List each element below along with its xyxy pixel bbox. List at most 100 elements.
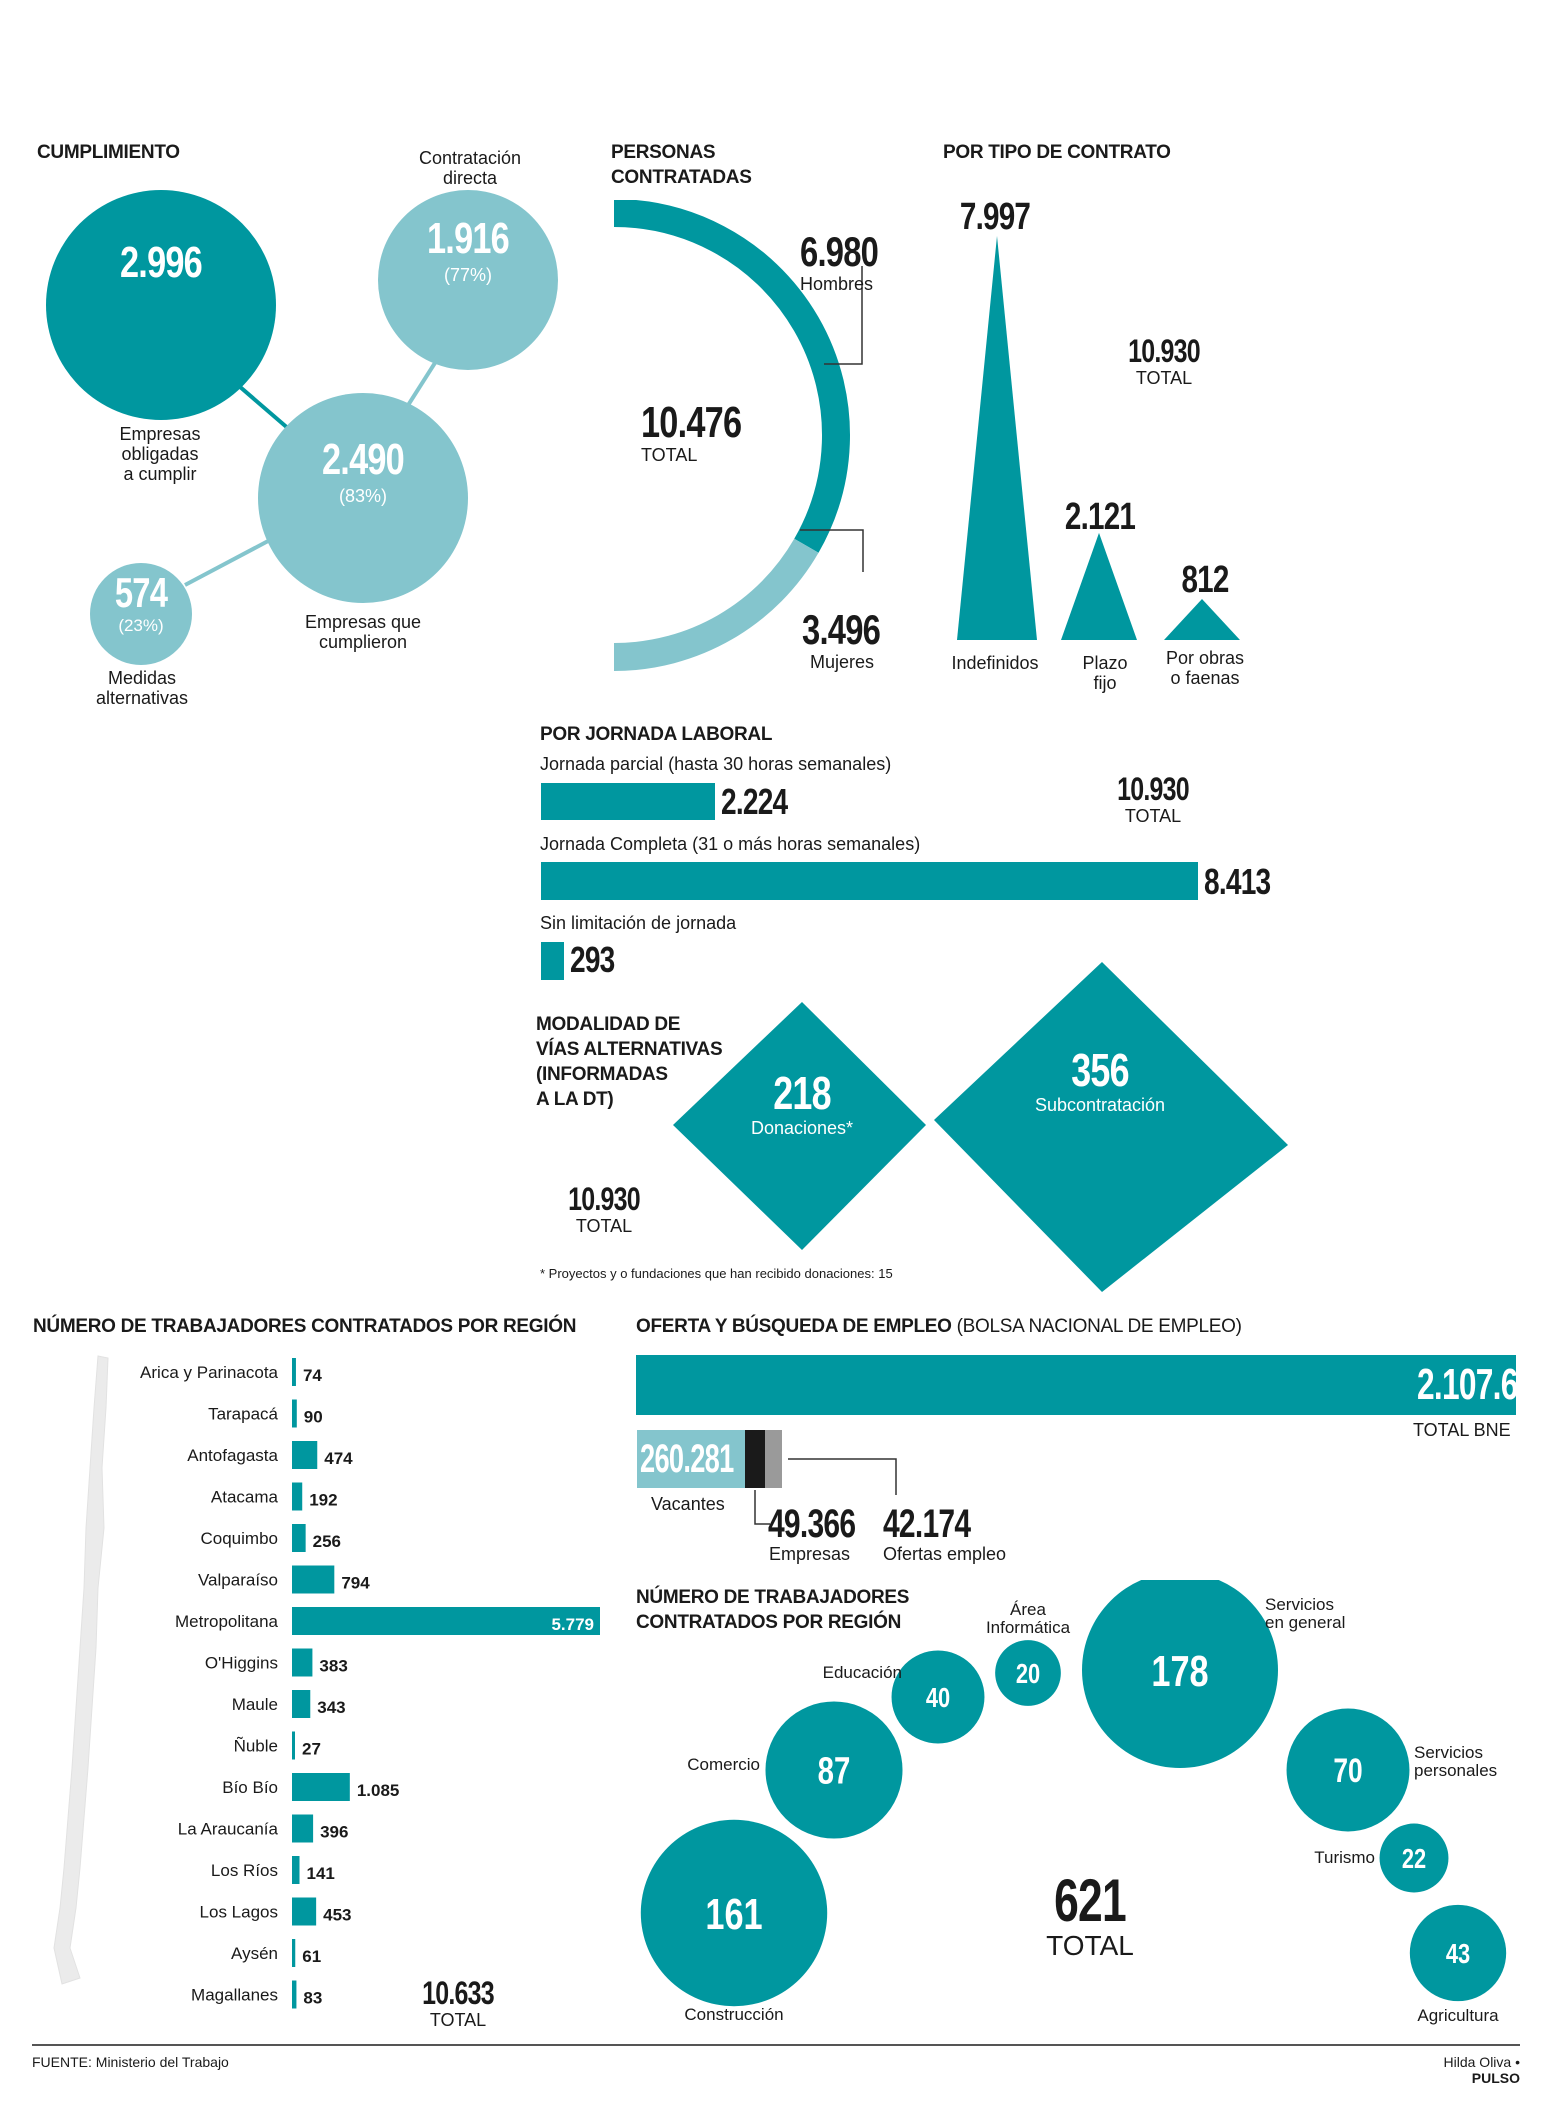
donaciones-value: 218 [773,1067,831,1119]
sector-value-label: 70 [1333,1753,1362,1790]
region-value-label: 192 [309,1491,337,1510]
personas-title-1: PERSONAS [611,142,716,163]
oferta-title-bold: OFERTA Y BÚSQUEDA DE EMPLEO [636,1316,952,1337]
jornada-total: 10.930 [1117,771,1189,807]
sector-bubble [765,1701,903,1839]
sector-total: 621 [1054,1867,1127,1934]
region-value-label: 27 [302,1740,321,1759]
alternativas-label-1: Medidas [107,668,177,688]
sector-category-label: Servicios [1414,1743,1483,1762]
total-bne-bar [636,1355,1516,1415]
sector-bubble [1379,1823,1449,1893]
sector-title-1: NÚMERO DE TRABAJADORES [636,1587,910,1608]
region-bar-chart: Arica y Parinacota 74 Tarapacá 90 Antofagast… [140,1358,600,2009]
region-value-label: 141 [307,1864,335,1883]
footer-credit-brand: PULSO [1471,2070,1520,2086]
sector-category-label: Educación [823,1663,902,1682]
region-category-label: O'Higgins [205,1654,278,1673]
modalidad-diamonds [673,962,1288,1292]
mujeres-label: Mujeres [810,652,875,672]
sector-value-label: 22 [1402,1844,1426,1875]
alternativas-label-2: alternativas [95,688,189,708]
region-title: NÚMERO DE TRABAJADORES CONTRATADOS POR R… [33,1316,577,1337]
sector-bubble [891,1650,985,1744]
plazo-fijo-label-2: fijo [1093,673,1117,693]
region-category-label: Metropolitana [175,1612,279,1631]
subcontratacion-diamond [934,962,1288,1292]
ofertas-label: Ofertas empleo [883,1544,1007,1564]
sector-total-label: TOTAL [1046,1930,1134,1961]
region-category-label: Coquimbo [201,1529,279,1548]
region-bar [292,1482,303,1511]
jornada-title: POR JORNADA LABORAL [540,724,773,745]
sector-category-label: Comercio [687,1755,760,1774]
directa-pct: (77%) [443,265,492,285]
footer-rule [32,2044,1520,2046]
jornada-parcial-label: Jornada parcial (hasta 30 horas semanale… [540,754,892,774]
region-category-label: Ñuble [234,1737,278,1756]
cumplieron-label-2: cumplieron [318,632,408,652]
oferta-title-normal: (BOLSA NACIONAL DE EMPLEO) [951,1316,1242,1337]
modalidad-title-4: A LA DT) [536,1089,614,1110]
por-obras-label-2: o faenas [1170,668,1240,688]
tipo-contrato-triangles [957,236,1240,640]
footer-source: FUENTE: Ministerio del Trabajo [32,2054,229,2070]
total-bne-value: 2.107.655 [1416,1360,1552,1409]
personas-total-label: TOTAL [641,445,698,465]
jornada-completa-label: Jornada Completa (31 o más horas semanal… [540,834,921,854]
mujeres-value: 3.496 [802,606,881,653]
directa-value: 1.916 [427,214,510,263]
modalidad-footnote: * Proyectos y o fundaciones que han reci… [540,1266,893,1281]
vacantes-label: Vacantes [651,1494,725,1514]
region-bar [292,1648,313,1677]
personas-title-2: CONTRATADAS [611,167,752,188]
modalidad-title-1: MODALIDAD DE [536,1014,681,1035]
directa-label-2: directa [442,168,498,188]
region-value-label: 5.779 [551,1615,594,1634]
vacantes-value: 260.281 [640,1437,734,1481]
sector-value-label: 43 [1446,1939,1470,1970]
cumplieron-circle [258,393,468,603]
indefinidos-value: 7.997 [959,196,1031,238]
region-value-label: 256 [313,1532,341,1551]
obligadas-value: 2.996 [120,238,203,287]
modalidad-total: 10.930 [568,1181,640,1217]
region-value-label: 90 [304,1408,323,1427]
cumplieron-label-1: Empresas que [304,612,422,632]
sector-value-label: 40 [926,1683,950,1714]
region-bar [292,1856,300,1884]
jornada-parcial-value: 2.224 [720,781,788,822]
cumplieron-pct: (83%) [338,486,387,506]
jornada-completa-value: 8.413 [1204,861,1271,902]
sin-limitacion-bar [541,942,564,980]
chile-map-icon [53,1355,109,1985]
region-category-label: Los Lagos [200,1903,278,1922]
sin-limitacion-label: Sin limitación de jornada [540,913,737,933]
jornada-parcial-bar [541,783,715,820]
sector-value-label: 20 [1016,1659,1040,1690]
subcontratacion-label: Subcontratación [1034,1095,1166,1115]
sector-value-label: 87 [818,1750,851,1792]
directa-label-1: Contratación [418,148,522,168]
region-category-label: Valparaíso [198,1571,278,1590]
region-category-label: Maule [232,1695,278,1714]
region-category-label: Magallanes [191,1986,278,2005]
sector-bubble [1409,1904,1507,2002]
personas-donut [613,200,864,671]
plazo-fijo-value: 2.121 [1064,496,1136,538]
obligadas-label-2: obligadas [121,444,199,464]
region-value-label: 453 [323,1906,351,1925]
alternativas-value: 574 [114,569,168,616]
region-category-label: Atacama [211,1488,279,1507]
empresas-bar [745,1430,765,1488]
region-value-label: 396 [320,1823,348,1842]
region-category-label: Antofagasta [187,1446,278,1465]
sector-bubble-chart: 161 Construcción 87 Comercio 40 Educación 20 Ár… [640,1580,1507,2025]
por-obras-value: 812 [1181,559,1229,601]
empresas-label: Empresas [769,1544,851,1564]
vacantes-bar [637,1430,745,1488]
sector-bubble [1082,1580,1278,1768]
region-category-label: Arica y Parinacota [140,1363,278,1382]
por-obras-label-1: Por obras [1165,648,1245,668]
modalidad-title-3: (INFORMADAS [536,1064,668,1085]
